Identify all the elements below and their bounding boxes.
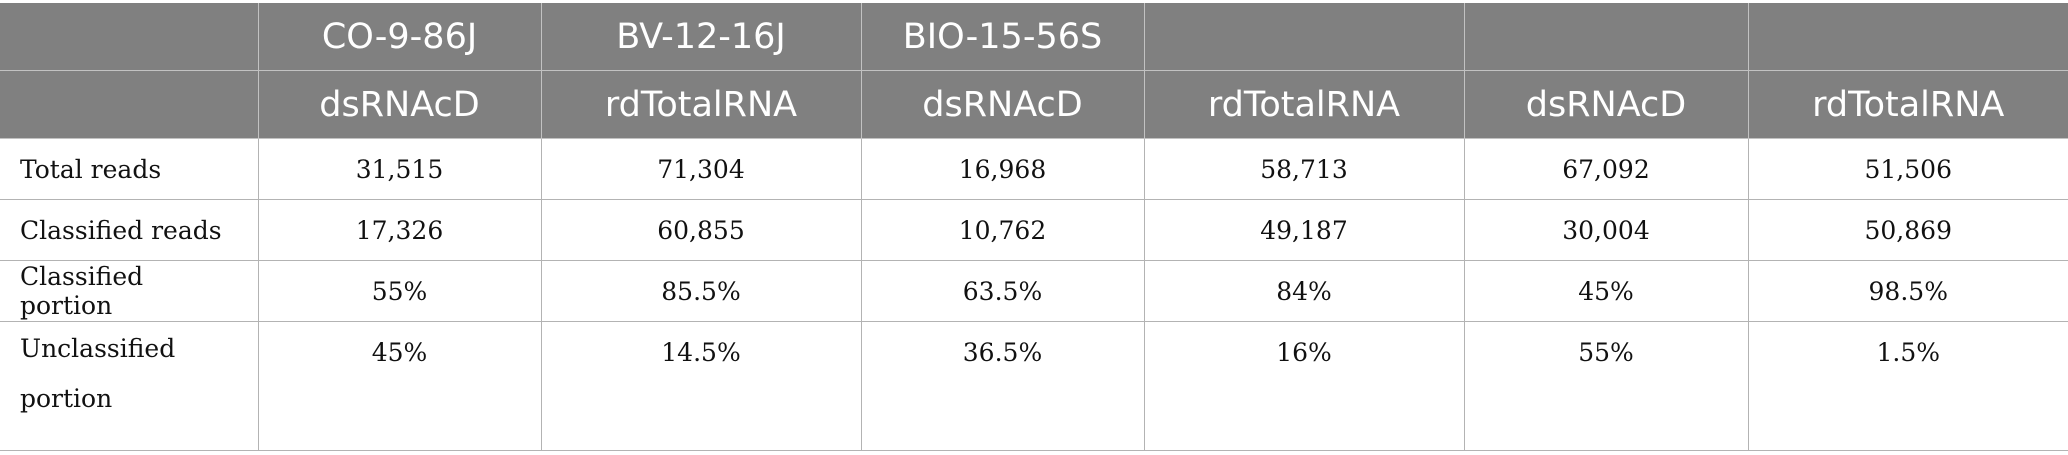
- header-sample-cell: CO-9-86J: [257, 3, 541, 71]
- header-sample-cell: BIO-15-56S: [860, 3, 1144, 71]
- value-cell: 50,869: [1747, 199, 2068, 261]
- row-label: Classified reads: [0, 199, 258, 261]
- value-cell: 36.5%: [860, 321, 1144, 451]
- value-cell: 49,187: [1143, 199, 1464, 261]
- header-method-cell: dsRNAcD: [1463, 70, 1748, 139]
- table-body: Total reads 31,515 71,304 16,968 58,713 …: [0, 138, 2068, 451]
- header-method-cell: dsRNAcD: [860, 70, 1144, 139]
- value-cell: 16,968: [860, 138, 1144, 200]
- table-row: Classified reads 17,326 60,855 10,762 49…: [0, 199, 2068, 261]
- row-label: Classified portion: [0, 260, 258, 322]
- value-cell: 71,304: [540, 138, 861, 200]
- header-sample-cell: [1747, 3, 2068, 71]
- value-cell: 67,092: [1463, 138, 1748, 200]
- row-label: Total reads: [0, 138, 258, 200]
- row-label: Unclassified portion: [0, 321, 258, 451]
- value-cell: 85.5%: [540, 260, 861, 322]
- value-cell: 84%: [1143, 260, 1464, 322]
- header-row-samples: CO-9-86J BV-12-16J BIO-15-56S: [0, 3, 2068, 71]
- value-cell: 45%: [1463, 260, 1748, 322]
- value-cell: 1.5%: [1747, 321, 2068, 451]
- header-method-cell: dsRNAcD: [257, 70, 541, 139]
- header-sample-cell: BV-12-16J: [540, 3, 861, 71]
- header-method-cell: rdTotalRNA: [1747, 70, 2068, 139]
- data-table: CO-9-86J BV-12-16J BIO-15-56S dsRNAcD rd…: [0, 3, 2068, 451]
- value-cell: 30,004: [1463, 199, 1748, 261]
- value-cell: 60,855: [540, 199, 861, 261]
- value-cell: 55%: [257, 260, 541, 322]
- table-row: Classified portion 55% 85.5% 63.5% 84% 4…: [0, 260, 2068, 322]
- header-method-cell: rdTotalRNA: [1143, 70, 1464, 139]
- table-header: CO-9-86J BV-12-16J BIO-15-56S dsRNAcD rd…: [0, 3, 2068, 139]
- header-row-methods: dsRNAcD rdTotalRNA dsRNAcD rdTotalRNA ds…: [0, 70, 2068, 139]
- value-cell: 31,515: [257, 138, 541, 200]
- value-cell: 63.5%: [860, 260, 1144, 322]
- table-row: Unclassified portion 45% 14.5% 36.5% 16%…: [0, 321, 2068, 451]
- value-cell: 58,713: [1143, 138, 1464, 200]
- value-cell: 14.5%: [540, 321, 861, 451]
- header-method-cell: rdTotalRNA: [540, 70, 861, 139]
- value-cell: 55%: [1463, 321, 1748, 451]
- value-cell: 16%: [1143, 321, 1464, 451]
- header-sample-cell: [1463, 3, 1748, 71]
- header-corner-cell: [0, 3, 258, 71]
- value-cell: 17,326: [257, 199, 541, 261]
- value-cell: 45%: [257, 321, 541, 451]
- header-corner-cell: [0, 70, 258, 139]
- value-cell: 98.5%: [1747, 260, 2068, 322]
- value-cell: 51,506: [1747, 138, 2068, 200]
- header-sample-cell: [1143, 3, 1464, 71]
- table-row: Total reads 31,515 71,304 16,968 58,713 …: [0, 138, 2068, 200]
- value-cell: 10,762: [860, 199, 1144, 261]
